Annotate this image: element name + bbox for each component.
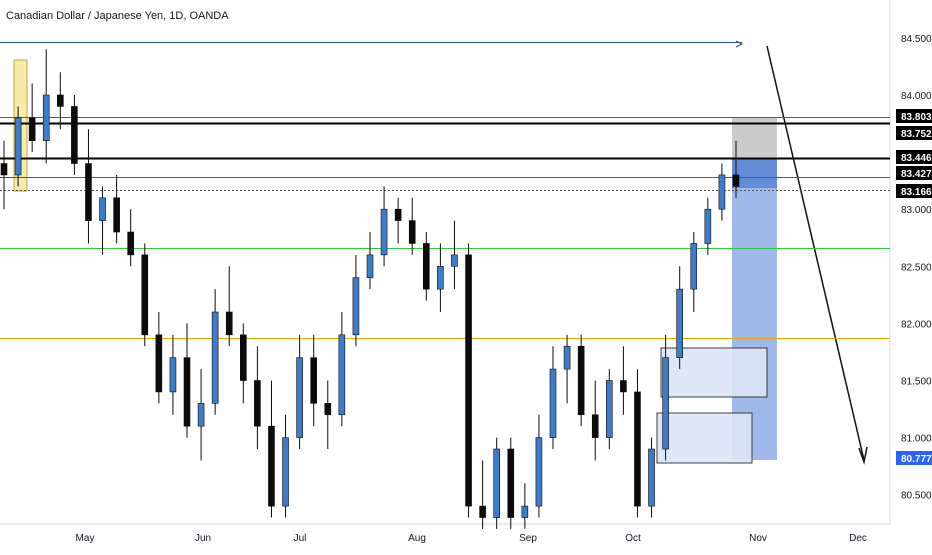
price-scale: 80.500 81.000 81.500 82.000 82.500 83.000 84.0…	[901, 34, 932, 502]
price-label-tag[interactable]	[896, 184, 932, 198]
price-label-text: 83.446	[901, 153, 932, 164]
candle-body	[479, 505, 486, 518]
candle-body	[352, 277, 360, 336]
x-tick-label: Sep	[519, 533, 537, 544]
candle-body	[338, 334, 346, 416]
candle-body	[423, 243, 430, 290]
candle-body	[648, 448, 655, 507]
candle-body	[549, 368, 557, 438]
candle-body	[42, 94, 50, 141]
candle-body	[240, 334, 247, 381]
price-label-text: 80.777	[901, 454, 932, 465]
price-label-text: 83.166	[901, 187, 932, 198]
candle-body	[591, 414, 599, 438]
y-tick-label: 82.500	[901, 262, 932, 273]
candle-body	[14, 117, 22, 176]
price-label-tag[interactable]	[896, 109, 932, 123]
candle-body	[690, 243, 698, 290]
candle-body	[563, 345, 571, 370]
candle-body	[99, 197, 106, 221]
candle-body	[113, 197, 120, 233]
x-tick-label: Nov	[749, 533, 767, 544]
candle-body	[169, 357, 177, 393]
candle-body	[324, 403, 332, 416]
price-label-tag[interactable]	[896, 451, 932, 465]
candle-body	[394, 208, 402, 221]
x-tick-label: Oct	[625, 533, 641, 544]
zone-box-upper[interactable]	[660, 347, 768, 398]
horizontal-lines	[0, 42, 890, 339]
y-tick-label: 81.500	[901, 377, 932, 388]
candle-body	[211, 311, 219, 404]
price-label-tag[interactable]	[896, 150, 932, 164]
price-label-text: 83.752	[901, 129, 932, 140]
candle-body	[85, 163, 92, 221]
y-tick-label: 83.000	[901, 205, 932, 216]
candle-body	[676, 288, 683, 358]
candle-body	[183, 357, 191, 427]
candle-body	[451, 254, 458, 267]
y-tick-label: 84.000	[901, 91, 932, 102]
x-tick-label: May	[76, 533, 95, 544]
candle-body	[127, 231, 134, 256]
date-axis: May Jun Jul Aug Sep Oct Nov Dec	[76, 533, 867, 544]
candle-body	[718, 174, 726, 210]
trend-arrow[interactable]	[766, 45, 865, 461]
x-tick-label: Aug	[408, 533, 426, 544]
candle-body	[437, 265, 444, 290]
candle-body	[535, 437, 543, 507]
candle-body	[521, 505, 529, 518]
x-tick-label: Dec	[849, 533, 867, 544]
candles	[0, 49, 740, 529]
candle-body	[155, 334, 163, 393]
candle-body	[662, 357, 669, 450]
price-label-text: 83.427	[901, 169, 932, 180]
candle-body	[71, 106, 78, 164]
ray-arrow-head	[735, 40, 744, 48]
candle-body	[606, 380, 613, 438]
candle-body	[732, 174, 740, 187]
candle-body	[493, 448, 500, 518]
candle-body	[634, 391, 641, 507]
candle-body	[254, 380, 261, 427]
candle-body	[366, 254, 374, 279]
chart-title: Canadian Dollar / Japanese Yen, 1D, OAND…	[6, 10, 229, 22]
price-label-text: 83.803	[901, 112, 932, 123]
candle-body	[268, 425, 275, 507]
candle-body	[310, 357, 317, 404]
candle-body	[28, 117, 36, 141]
price-label-tag[interactable]	[896, 126, 932, 140]
y-tick-label: 81.000	[901, 434, 932, 445]
position-entry-zone[interactable]	[732, 158, 777, 188]
trend-arrow-head	[858, 446, 868, 465]
candle-body	[380, 208, 388, 256]
candle-body	[577, 345, 585, 416]
candle-body	[57, 94, 64, 107]
candle-body	[620, 380, 627, 393]
candle-body	[141, 254, 149, 336]
price-label-tag[interactable]	[896, 166, 932, 180]
x-tick-label: Jul	[294, 533, 307, 544]
y-tick-label: 84.500	[901, 34, 932, 45]
candle-body	[465, 254, 472, 507]
candle-body	[704, 208, 712, 244]
candle-body	[296, 357, 303, 438]
price-labels: 83.803 83.752 83.446 83.427 83.166 80.777	[896, 109, 932, 465]
zone-box-lower[interactable]	[656, 412, 753, 464]
y-tick-label: 82.000	[901, 319, 932, 330]
candle-body	[197, 403, 205, 427]
candle-body	[507, 448, 515, 518]
candle-body	[282, 437, 289, 507]
candle-body	[225, 311, 233, 336]
x-tick-label: Jun	[195, 533, 211, 544]
candle-body	[0, 163, 8, 176]
candle-body	[408, 220, 416, 244]
y-tick-label: 80.500	[901, 491, 932, 502]
